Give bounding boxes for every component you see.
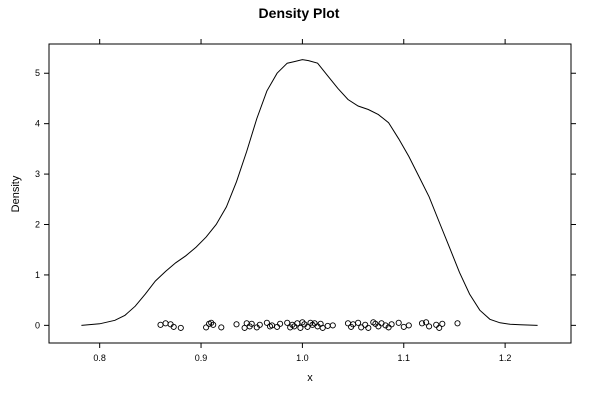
data-point [277, 320, 284, 327]
y-axis-label: Density [10, 175, 22, 212]
data-point [177, 324, 184, 331]
data-point [284, 319, 291, 326]
chart-marks [81, 59, 538, 331]
data-point [395, 319, 402, 326]
data-point [355, 319, 362, 326]
data-point [400, 323, 407, 330]
y-tick-label: 4 [35, 119, 40, 129]
x-axis-label: x [307, 372, 313, 384]
x-tick-label: 0.8 [93, 353, 106, 363]
data-point [362, 321, 369, 328]
data-point [294, 320, 301, 327]
data-point [304, 323, 311, 330]
data-point [405, 322, 412, 329]
data-point [210, 321, 217, 328]
data-point [426, 323, 433, 330]
data-point [375, 323, 382, 330]
y-tick-label: 5 [35, 68, 40, 78]
data-point [162, 320, 169, 327]
axis-ticks: 0.8 0.9 1.0 1.1 1.2 0 1 2 3 4 5 [35, 39, 576, 363]
data-point [418, 320, 426, 327]
data-point [233, 321, 240, 328]
data-point [170, 323, 177, 330]
x-tick-label: 1.0 [296, 353, 309, 363]
data-point [423, 319, 430, 326]
density-curve [81, 59, 538, 326]
chart-title: Density Plot [259, 5, 340, 21]
data-point [208, 319, 215, 326]
y-tick-label: 0 [35, 320, 40, 330]
plot-frame [48, 43, 572, 344]
data-point [436, 324, 443, 331]
x-tick-label: 1.1 [397, 353, 410, 363]
data-point [157, 321, 164, 328]
x-tick-label: 0.9 [195, 353, 208, 363]
data-point [263, 319, 270, 326]
data-point [319, 324, 326, 331]
data-point [324, 322, 331, 329]
y-tick-label: 3 [35, 169, 40, 179]
data-point [388, 321, 395, 328]
data-point [256, 321, 263, 328]
y-tick-label: 1 [35, 270, 40, 280]
x-tick-label: 1.2 [499, 353, 512, 363]
data-point [297, 324, 304, 331]
data-point [307, 319, 314, 326]
data-point [243, 320, 250, 327]
data-point [299, 319, 306, 326]
data-point [365, 324, 372, 331]
data-point [248, 320, 255, 327]
y-tick-label: 2 [35, 220, 40, 230]
data-point [203, 324, 210, 331]
data-point [274, 323, 281, 330]
data-point [439, 320, 446, 327]
data-point [433, 321, 440, 328]
data-point [454, 320, 461, 327]
data-point [382, 322, 389, 329]
data-point [218, 324, 225, 331]
data-point [329, 322, 336, 329]
